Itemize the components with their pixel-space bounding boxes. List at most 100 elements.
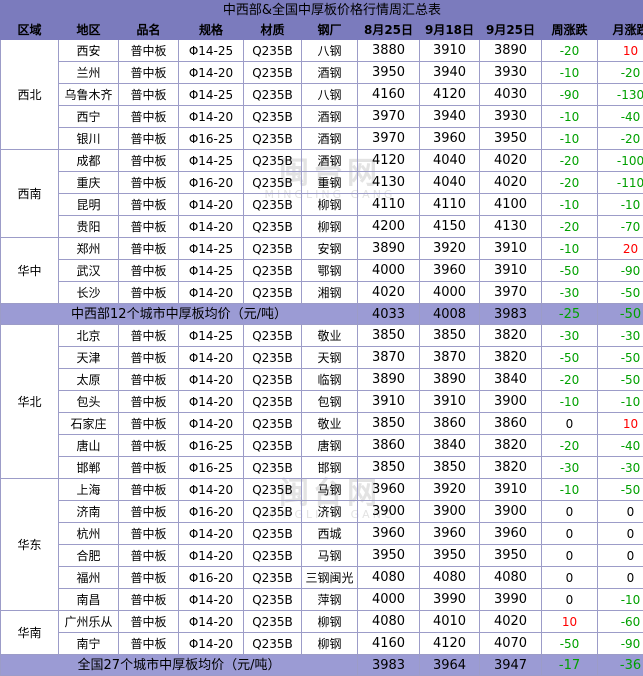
price-aug25-cell: 4160 xyxy=(358,633,420,655)
price-sep25-cell: 3820 xyxy=(480,325,542,347)
city-cell: 济南 xyxy=(59,501,119,523)
price-aug25-cell: 4110 xyxy=(358,194,420,216)
header-row: 区域 地区 品名 规格 材质 钢厂 8月25日 9月18日 9月25日 周涨跌 … xyxy=(1,20,643,40)
week-change-cell: -90 xyxy=(542,84,598,106)
material-cell: Q235B xyxy=(244,391,302,413)
material-cell: Q235B xyxy=(244,260,302,282)
price-sep18-cell: 3990 xyxy=(420,589,480,611)
product-cell: 普中板 xyxy=(119,40,179,62)
mill-cell: 天钢 xyxy=(302,347,358,369)
week-change-cell: -30 xyxy=(542,325,598,347)
material-cell: Q235B xyxy=(244,457,302,479)
avg-month-change: -50 xyxy=(598,304,643,325)
price-sep25-cell: 3900 xyxy=(480,501,542,523)
price-aug25-cell: 4080 xyxy=(358,611,420,633)
spec-cell: Φ14-25 xyxy=(179,238,244,260)
week-change-cell: 0 xyxy=(542,567,598,589)
region-cell: 华北 xyxy=(1,325,59,479)
price-sep18-cell: 3860 xyxy=(420,413,480,435)
mill-cell: 酒钢 xyxy=(302,128,358,150)
product-cell: 普中板 xyxy=(119,150,179,172)
price-sep18-cell: 4040 xyxy=(420,172,480,194)
mill-cell: 安钢 xyxy=(302,238,358,260)
product-cell: 普中板 xyxy=(119,325,179,347)
product-cell: 普中板 xyxy=(119,611,179,633)
city-cell: 成都 xyxy=(59,150,119,172)
price-aug25-cell: 4200 xyxy=(358,216,420,238)
price-aug25-cell: 3970 xyxy=(358,106,420,128)
header-cell: 钢厂 xyxy=(302,20,358,40)
material-cell: Q235B xyxy=(244,347,302,369)
spec-cell: Φ14-20 xyxy=(179,62,244,84)
avg-week-change: -17 xyxy=(542,655,598,676)
price-aug25-cell: 4080 xyxy=(358,567,420,589)
price-sep18-cell: 3850 xyxy=(420,457,480,479)
spec-cell: Φ14-20 xyxy=(179,106,244,128)
spec-cell: Φ14-20 xyxy=(179,633,244,655)
week-change-cell: -10 xyxy=(542,128,598,150)
month-change-cell: -10 xyxy=(598,589,643,611)
city-cell: 邯郸 xyxy=(59,457,119,479)
product-cell: 普中板 xyxy=(119,238,179,260)
mill-cell: 八钢 xyxy=(302,40,358,62)
mill-cell: 柳钢 xyxy=(302,216,358,238)
product-cell: 普中板 xyxy=(119,260,179,282)
region-cell: 西北 xyxy=(1,40,59,150)
mill-cell: 萍钢 xyxy=(302,589,358,611)
city-cell: 杭州 xyxy=(59,523,119,545)
price-sep18-cell: 3920 xyxy=(420,238,480,260)
mill-cell: 重钢 xyxy=(302,172,358,194)
city-cell: 福州 xyxy=(59,567,119,589)
price-sep18-cell: 3920 xyxy=(420,479,480,501)
city-cell: 广州乐从 xyxy=(59,611,119,633)
week-change-cell: 0 xyxy=(542,523,598,545)
product-cell: 普中板 xyxy=(119,106,179,128)
price-sep25-cell: 3840 xyxy=(480,369,542,391)
city-cell: 西宁 xyxy=(59,106,119,128)
mill-cell: 柳钢 xyxy=(302,633,358,655)
price-sep18-cell: 3940 xyxy=(420,106,480,128)
spec-cell: Φ14-20 xyxy=(179,282,244,304)
week-change-cell: -10 xyxy=(542,391,598,413)
spec-cell: Φ16-20 xyxy=(179,172,244,194)
month-change-cell: -20 xyxy=(598,128,643,150)
price-sep25-cell: 4030 xyxy=(480,84,542,106)
city-cell: 银川 xyxy=(59,128,119,150)
city-cell: 唐山 xyxy=(59,435,119,457)
material-cell: Q235B xyxy=(244,216,302,238)
price-aug25-cell: 3850 xyxy=(358,413,420,435)
price-sep18-cell: 3850 xyxy=(420,325,480,347)
material-cell: Q235B xyxy=(244,435,302,457)
price-sep25-cell: 3910 xyxy=(480,238,542,260)
price-sep25-cell: 4070 xyxy=(480,633,542,655)
week-change-cell: -10 xyxy=(542,62,598,84)
city-cell: 郑州 xyxy=(59,238,119,260)
mill-cell: 西城 xyxy=(302,523,358,545)
material-cell: Q235B xyxy=(244,172,302,194)
city-cell: 合肥 xyxy=(59,545,119,567)
header-cell: 材质 xyxy=(244,20,302,40)
product-cell: 普中板 xyxy=(119,216,179,238)
header-cell: 品名 xyxy=(119,20,179,40)
spec-cell: Φ14-20 xyxy=(179,523,244,545)
mill-cell: 敬业 xyxy=(302,413,358,435)
mill-cell: 柳钢 xyxy=(302,611,358,633)
month-change-cell: -50 xyxy=(598,347,643,369)
city-cell: 南宁 xyxy=(59,633,119,655)
price-aug25-cell: 3860 xyxy=(358,435,420,457)
price-sep25-cell: 3930 xyxy=(480,106,542,128)
spec-cell: Φ14-20 xyxy=(179,545,244,567)
product-cell: 普中板 xyxy=(119,457,179,479)
month-change-cell: -10 xyxy=(598,391,643,413)
week-change-cell: 10 xyxy=(542,611,598,633)
